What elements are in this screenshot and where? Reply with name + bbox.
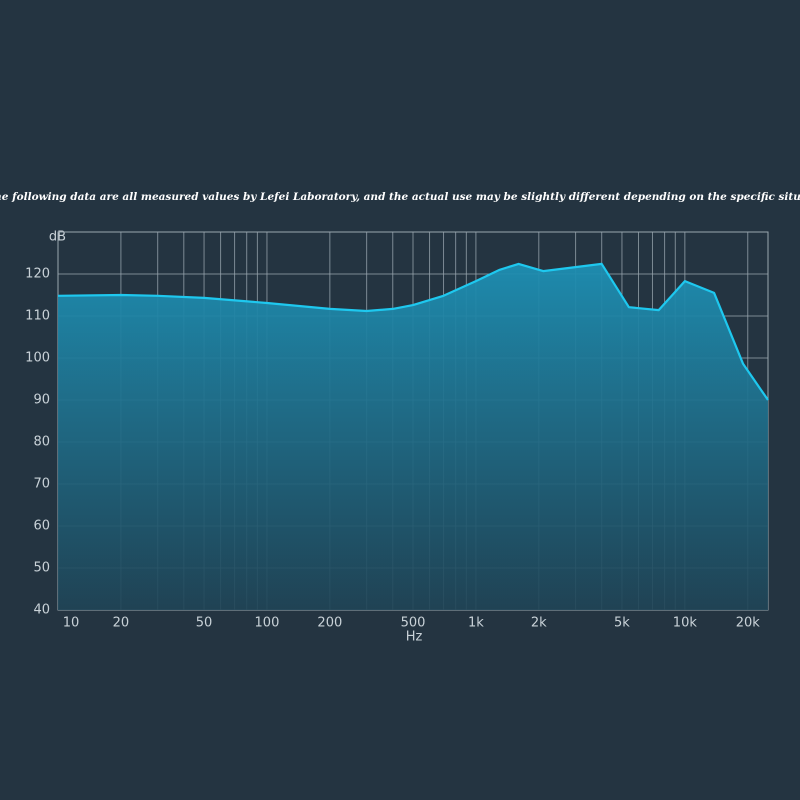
y-tick-label: 60: [33, 519, 50, 534]
y-tick-label: 70: [33, 477, 50, 492]
note: * The following data are all measured va…: [0, 191, 800, 203]
area: [58, 263, 768, 610]
y-tick-label: 100: [25, 351, 50, 366]
line: [57, 262, 769, 401]
y-tick-label: 50: [33, 561, 50, 576]
x-tick-label: 20k: [736, 616, 761, 631]
x-tick-label: 500: [401, 616, 426, 631]
y-tick-label: 90: [33, 393, 50, 408]
x-tick-label: 200: [317, 616, 342, 631]
x-tick-label: 1k: [468, 616, 484, 631]
x-tick-label: 100: [255, 616, 280, 631]
x-tick-label: 50: [196, 616, 213, 631]
x-tick-label: 5k: [614, 616, 630, 631]
x-tick-label: 10k: [673, 616, 698, 631]
y-tick-label: 110: [25, 309, 50, 324]
y-tick-label: 40: [33, 603, 50, 618]
y-tick-label: 80: [33, 435, 50, 450]
x-tick-label: 20: [113, 616, 130, 631]
x-tick-label: 2k: [531, 616, 547, 631]
y-axis-label: dB: [49, 230, 66, 245]
x-axis-label: Hz: [406, 630, 423, 645]
x-tick-label: 10: [63, 616, 80, 631]
y-tick-label: 120: [25, 267, 50, 282]
